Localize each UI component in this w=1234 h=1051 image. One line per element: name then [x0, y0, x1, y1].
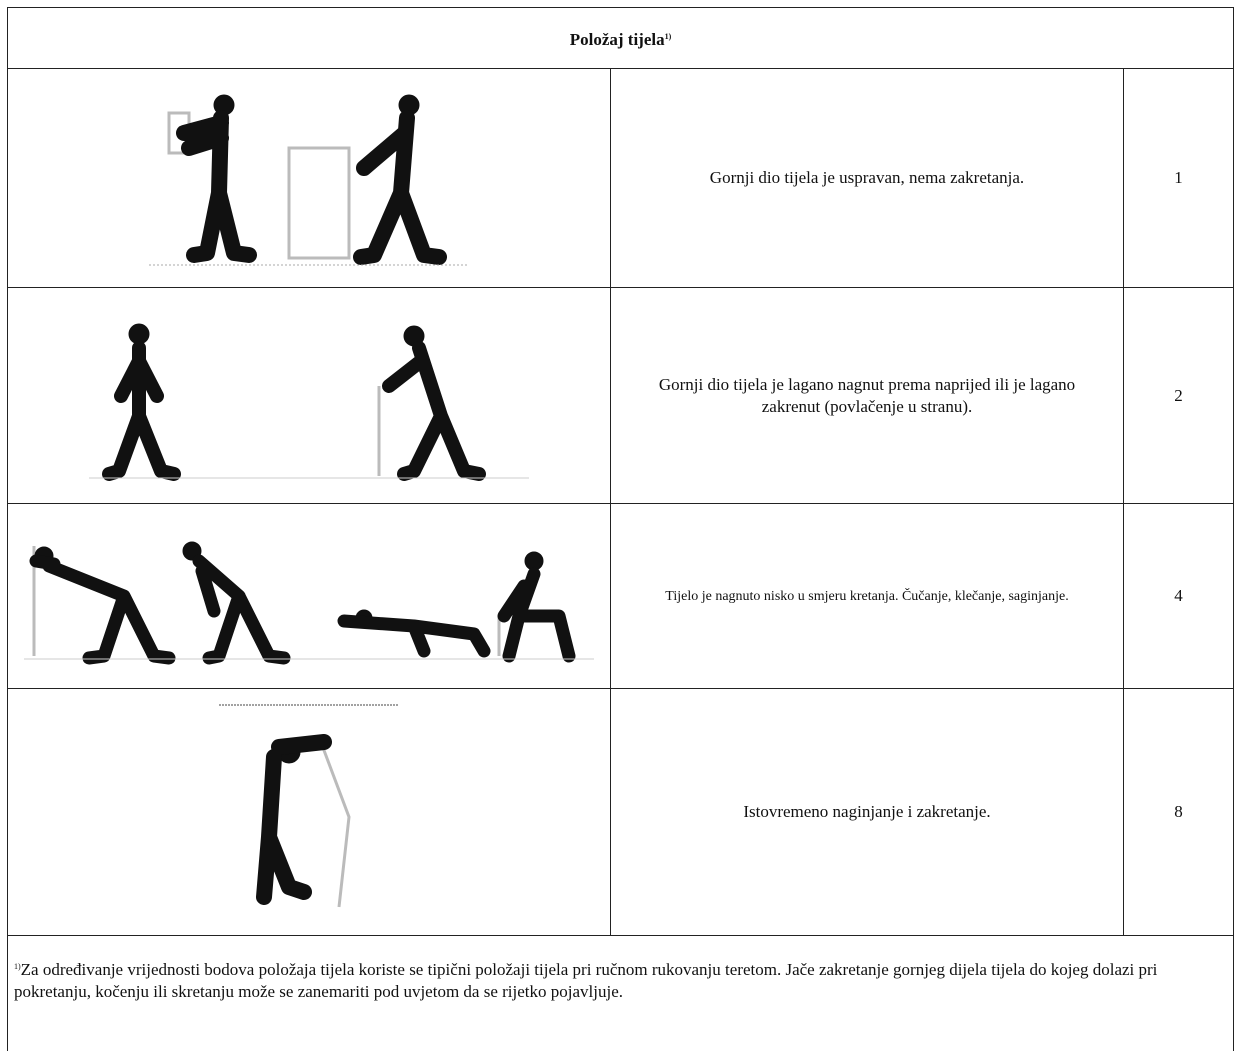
score-cell: 2	[1124, 288, 1234, 504]
score-cell: 8	[1124, 689, 1234, 936]
footnote-cell: 1)Za određivanje vrijednosti bodova polo…	[8, 936, 1234, 1051]
header-title: Položaj tijela	[570, 30, 665, 49]
description-cell: Tijelo je nagnuto nisko u smjeru kretanj…	[611, 504, 1124, 689]
description-cell: Gornji dio tijela je lagano nagnut prema…	[611, 288, 1124, 504]
figure-cell	[8, 689, 611, 936]
row: Tijelo je nagnuto nisko u smjeru kretanj…	[8, 504, 1234, 689]
row: Istovremeno naginjanje i zakretanje. 8	[8, 689, 1234, 936]
footnote-marker: 1)	[14, 962, 21, 971]
header-cell: Položaj tijela1)	[8, 8, 1234, 69]
description-cell: Gornji dio tijela je uspravan, nema zakr…	[611, 69, 1124, 288]
footnote-row: 1)Za određivanje vrijednosti bodova polo…	[8, 936, 1234, 1051]
figure	[199, 697, 419, 927]
footnote-text: Za određivanje vrijednosti bodova položa…	[14, 960, 1157, 1001]
figure	[69, 306, 549, 486]
figure-cell	[8, 69, 611, 288]
figure-cell	[8, 288, 611, 504]
figure-cell	[8, 504, 611, 689]
figure	[14, 516, 604, 676]
figure	[139, 83, 479, 273]
description-cell: Istovremeno naginjanje i zakretanje.	[611, 689, 1124, 936]
posture-table: Položaj tijela1) Gornji dio tijela je us…	[7, 7, 1234, 1051]
row: Gornji dio tijela je lagano nagnut prema…	[8, 288, 1234, 504]
header-row: Položaj tijela1)	[8, 8, 1234, 69]
score-cell: 4	[1124, 504, 1234, 689]
row: Gornji dio tijela je uspravan, nema zakr…	[8, 69, 1234, 288]
score-cell: 1	[1124, 69, 1234, 288]
footnote-marker: 1)	[665, 32, 672, 41]
